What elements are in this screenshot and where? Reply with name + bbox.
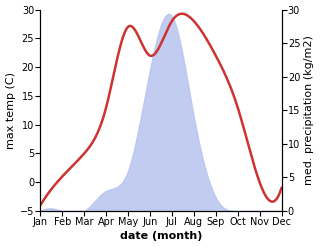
Y-axis label: max temp (C): max temp (C) [5, 72, 16, 149]
X-axis label: date (month): date (month) [120, 231, 202, 242]
Y-axis label: med. precipitation (kg/m2): med. precipitation (kg/m2) [304, 35, 315, 185]
